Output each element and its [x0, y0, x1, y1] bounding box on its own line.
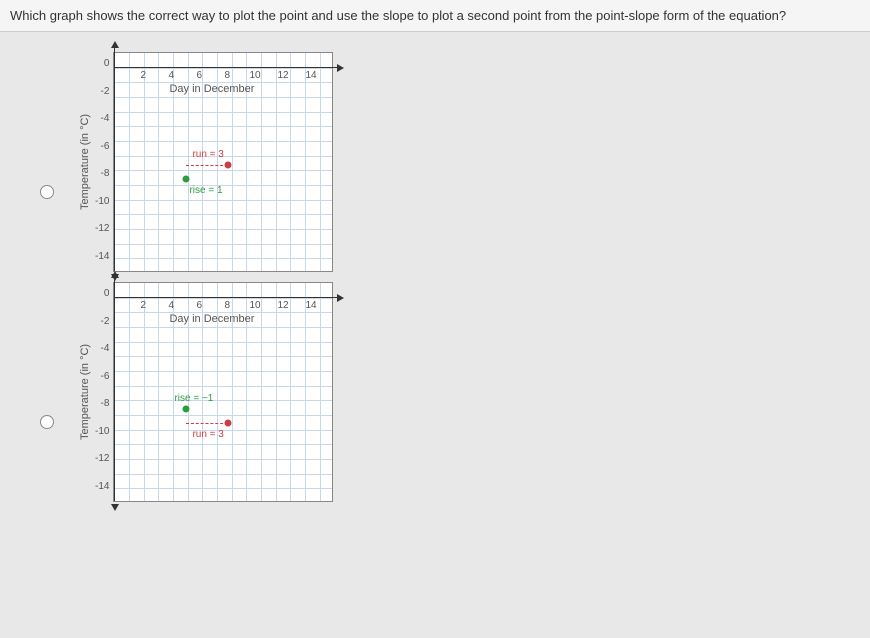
ytick: -10 — [95, 196, 109, 207]
graph-1-yticks: 0 -2 -4 -6 -8 -10 -12 -14 — [95, 52, 113, 262]
y-axis — [114, 273, 115, 501]
ytick: -8 — [95, 168, 109, 179]
graph-2: Temperature (in °C) 0 -2 -4 -6 -8 -10 -1… — [79, 282, 333, 502]
arrow-right-icon — [337, 64, 344, 72]
ytick: -4 — [95, 343, 109, 354]
xtick: 14 — [305, 70, 316, 81]
ytick: 0 — [95, 58, 109, 69]
ytick: -4 — [95, 113, 109, 124]
ytick: -6 — [95, 371, 109, 382]
graph-2-run-label: run = 3 — [192, 429, 223, 440]
arrow-up-icon — [111, 271, 119, 278]
y-axis — [114, 43, 115, 271]
option-2-row: Temperature (in °C) 0 -2 -4 -6 -8 -10 -1… — [40, 282, 870, 502]
ytick: -2 — [95, 316, 109, 327]
ytick: -12 — [95, 453, 109, 464]
ytick: -14 — [95, 481, 109, 492]
xtick: 12 — [277, 70, 288, 81]
xtick: 2 — [140, 300, 146, 311]
x-axis — [114, 67, 342, 68]
graph-1-xlabel: Day in December — [169, 83, 254, 95]
ytick: -8 — [95, 398, 109, 409]
graph-2-ylabel: Temperature (in °C) — [79, 282, 91, 502]
graph-1: Temperature (in °C) 0 -2 -4 -6 -8 -10 -1… — [79, 52, 333, 272]
graph-2-red-point — [225, 420, 232, 427]
xtick: 10 — [249, 300, 260, 311]
question-text: Which graph shows the correct way to plo… — [0, 0, 870, 32]
graph-2-green-point — [183, 406, 190, 413]
xtick: 10 — [249, 70, 260, 81]
graphs-container: Temperature (in °C) 0 -2 -4 -6 -8 -10 -1… — [0, 32, 870, 502]
xtick: 14 — [305, 300, 316, 311]
xtick: 6 — [196, 300, 202, 311]
option-1-radio[interactable] — [40, 185, 54, 199]
ytick: -2 — [95, 86, 109, 97]
xtick: 6 — [196, 70, 202, 81]
xtick: 8 — [224, 300, 230, 311]
graph-2-run-line — [186, 423, 228, 424]
graph-1-run-line — [186, 165, 228, 166]
x-axis — [114, 297, 342, 298]
ytick: -14 — [95, 251, 109, 262]
graph-1-ylabel: Temperature (in °C) — [79, 52, 91, 272]
graph-2-grid: 2 4 6 8 10 12 14 Day in December rise = … — [113, 282, 333, 502]
xtick: 12 — [277, 300, 288, 311]
graph-2-xlabel: Day in December — [169, 313, 254, 325]
option-1-row: Temperature (in °C) 0 -2 -4 -6 -8 -10 -1… — [40, 52, 870, 272]
option-2-radio[interactable] — [40, 415, 54, 429]
graph-1-rise-label: rise = 1 — [189, 185, 222, 196]
graph-2-yticks: 0 -2 -4 -6 -8 -10 -12 -14 — [95, 282, 113, 492]
xtick: 4 — [168, 300, 174, 311]
arrow-down-icon — [111, 504, 119, 511]
ytick: -12 — [95, 223, 109, 234]
graph-1-grid: 2 4 6 8 10 12 14 Day in December run = 3… — [113, 52, 333, 272]
graph-2-rise-label: rise = −1 — [174, 393, 213, 404]
ytick: 0 — [95, 288, 109, 299]
graph-1-run-label: run = 3 — [192, 149, 223, 160]
ytick: -10 — [95, 426, 109, 437]
graph-1-red-point — [225, 162, 232, 169]
graph-1-green-point — [183, 176, 190, 183]
xtick: 4 — [168, 70, 174, 81]
ytick: -6 — [95, 141, 109, 152]
arrow-right-icon — [337, 294, 344, 302]
arrow-up-icon — [111, 41, 119, 48]
xtick: 8 — [224, 70, 230, 81]
xtick: 2 — [140, 70, 146, 81]
